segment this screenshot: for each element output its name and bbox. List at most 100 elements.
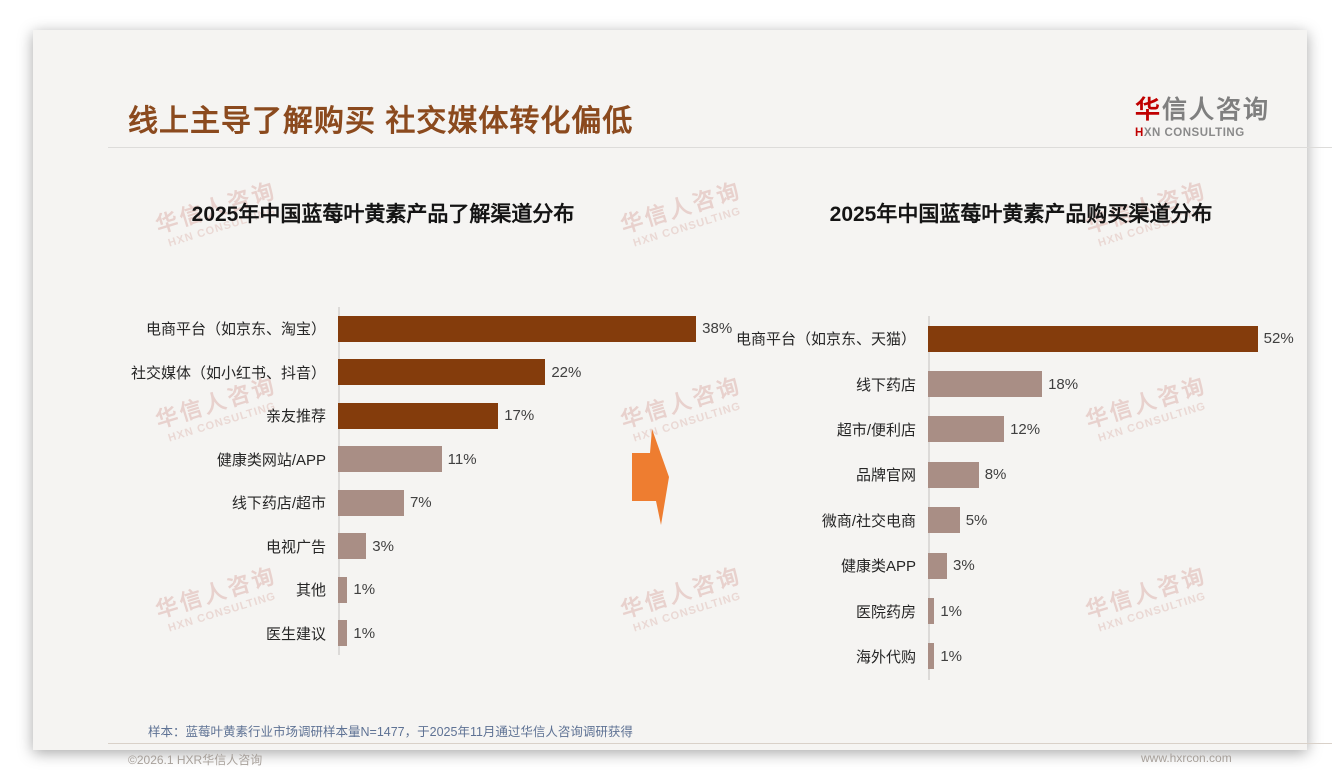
category-label: 微商/社交电商 <box>821 512 916 530</box>
bar-plot-area: 1% <box>928 588 1283 633</box>
bar-plot-area: 3% <box>928 543 1283 588</box>
bar-plot-area: 38% <box>338 307 732 351</box>
value-label: 52% <box>1263 330 1294 348</box>
value-label: 5% <box>965 511 988 529</box>
category-label: 健康类网站/APP <box>216 451 326 469</box>
value-label: 1% <box>940 647 963 665</box>
category-label: 亲友推荐 <box>265 408 326 426</box>
page-title: 线上主导了解购买 社交媒体转化偏低 <box>128 105 634 138</box>
bar <box>928 643 935 670</box>
watermark-chinese: 华信人咨询 <box>617 177 745 238</box>
company-logo: 华信人咨询 HXN CONSULTING <box>1135 90 1315 139</box>
bar-plot-area: 18% <box>928 361 1283 406</box>
logo-zh-rest: 信人咨询 <box>1162 96 1271 124</box>
bar-row: 电视广告 3% <box>103 525 715 569</box>
value-label: 1% <box>940 602 963 620</box>
bar-plot-area: 17% <box>338 394 715 438</box>
sample-footnote: 样本：蓝莓叶黄素行业市场调研样本量N=1477，于2025年11月通过华信人咨询… <box>148 725 633 739</box>
bar-plot-area: 22% <box>338 351 715 395</box>
bar <box>338 533 367 560</box>
left-chart-title: 2025年中国蓝莓叶黄素产品了解渠道分布 <box>191 203 575 226</box>
bar <box>338 489 404 516</box>
value-label: 18% <box>1048 375 1079 393</box>
value-label: 8% <box>984 466 1007 484</box>
footer-website: www.hxrcon.com <box>1141 751 1232 765</box>
value-label: 12% <box>1010 420 1041 438</box>
logo-english-text: HXN CONSULTING <box>1135 127 1315 139</box>
category-label: 社交媒体（如小红书、抖音） <box>130 364 326 382</box>
category-label: 健康类APP <box>840 558 916 576</box>
bar <box>928 461 979 488</box>
bar-row: 健康类网站/APP 11% <box>103 438 715 482</box>
left-chart-axis <box>338 307 340 655</box>
bar-plot-area: 1% <box>928 634 1283 679</box>
category-label: 医生建议 <box>265 625 326 643</box>
category-label: 线下药店 <box>855 376 916 394</box>
bar-row: 社交媒体（如小红书、抖音） 22% <box>103 351 715 395</box>
bar-row: 线下药店 18% <box>708 361 1283 406</box>
bar-row: 医院药房 1% <box>708 588 1283 633</box>
bar <box>338 446 442 473</box>
bar-plot-area: 1% <box>338 568 715 612</box>
value-label: 11% <box>447 450 477 468</box>
right-chart-axis <box>928 316 930 680</box>
value-label: 3% <box>953 557 975 575</box>
value-label: 22% <box>551 363 582 381</box>
category-label: 电商平台（如京东、天猫） <box>735 331 916 349</box>
category-label: 其他 <box>295 582 326 600</box>
bar-plot-area: 11% <box>338 438 715 482</box>
bar-row: 线下药店/超市 7% <box>103 481 715 525</box>
category-label: 海外代购 <box>855 648 916 666</box>
bar-plot-area: 5% <box>928 498 1283 543</box>
bar-row: 其他 1% <box>103 568 715 612</box>
category-label: 线下药店/超市 <box>231 495 326 513</box>
watermark-english: HXN CONSULTING <box>631 205 743 250</box>
bar <box>338 620 348 647</box>
category-label: 超市/便利店 <box>836 421 916 439</box>
bar <box>928 507 960 534</box>
logo-zh-accent: 华 <box>1135 96 1163 124</box>
value-label: 1% <box>353 581 376 599</box>
bar-row: 品牌官网 8% <box>708 452 1283 497</box>
category-label: 医院药房 <box>855 603 916 621</box>
category-label: 电商平台（如京东、淘宝） <box>145 321 326 339</box>
logo-chinese-text: 华信人咨询 <box>1135 90 1315 126</box>
brand-watermark: 华信人咨询 HXN CONSULTING <box>616 173 748 252</box>
bar <box>928 598 935 625</box>
bar <box>928 371 1043 398</box>
awareness-channel-bar-chart: 电商平台（如京东、淘宝） 38% 社交媒体（如小红书、抖音） 22% 亲友推荐 17% 健康… <box>103 307 732 656</box>
category-label: 品牌官网 <box>855 467 916 485</box>
bar-row: 电商平台（如京东、天猫） 52% <box>708 316 1294 361</box>
value-label: 3% <box>372 537 394 555</box>
title-divider <box>108 147 1332 148</box>
footer-divider <box>108 743 1332 744</box>
logo-en-accent: H <box>1135 127 1144 139</box>
bar <box>338 402 499 429</box>
bar <box>338 315 697 342</box>
bar <box>928 416 1005 443</box>
slide-card: 华信人咨询 HXN CONSULTING 华信人咨询 HXN CONSULTING 华信… <box>33 30 1332 767</box>
purchase-channel-bar-chart: 电商平台（如京东、天猫） 52% 线下药店 18% 超市/便利店 12% 品牌官网 8% 微商/… <box>708 316 1294 679</box>
bar <box>928 552 948 579</box>
bar-row: 亲友推荐 17% <box>103 394 715 438</box>
bar-row: 超市/便利店 12% <box>708 407 1283 452</box>
bar-row: 微商/社交电商 5% <box>708 498 1283 543</box>
bar <box>338 359 546 386</box>
right-chart-title: 2025年中国蓝莓叶黄素产品购买渠道分布 <box>829 203 1213 226</box>
bar-plot-area: 7% <box>338 481 715 525</box>
bar-plot-area: 12% <box>928 407 1283 452</box>
value-label: 7% <box>409 494 432 512</box>
bar <box>928 325 1258 352</box>
value-label: 17% <box>504 407 535 425</box>
bar-row: 健康类APP 3% <box>708 543 1283 588</box>
bar-plot-area: 3% <box>338 525 715 569</box>
bar-row: 电商平台（如京东、淘宝） 38% <box>103 307 732 351</box>
bar-row: 海外代购 1% <box>708 634 1283 679</box>
footer-copyright: ©2026.1 HXR华信人咨询 <box>128 753 263 767</box>
bar-plot-area: 52% <box>928 316 1294 361</box>
bar <box>338 576 348 603</box>
bar-plot-area: 1% <box>338 612 715 656</box>
value-label: 1% <box>353 624 376 642</box>
bar-row: 医生建议 1% <box>103 612 715 656</box>
category-label: 电视广告 <box>265 538 326 556</box>
